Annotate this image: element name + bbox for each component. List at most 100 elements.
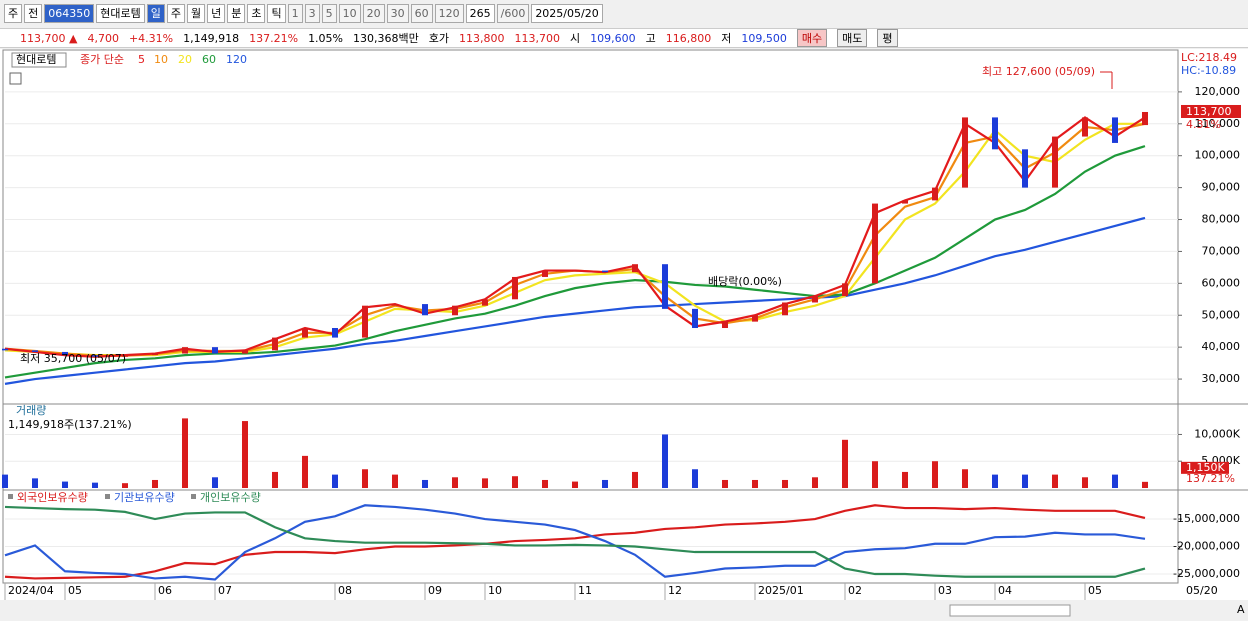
tab[interactable]: 전 [24, 4, 43, 23]
y-tick-label: 30,000 [1202, 372, 1241, 385]
candle [332, 328, 338, 338]
stock-name[interactable]: 현대로템 [96, 4, 145, 23]
volume-bar [632, 471, 638, 488]
candle [542, 270, 548, 277]
font-button[interactable]: A [1237, 603, 1245, 616]
candle [572, 270, 578, 272]
volume-bar [1052, 474, 1058, 488]
candle [212, 347, 218, 354]
line [4, 216, 1146, 385]
x-tick-label: 07 [218, 584, 232, 597]
volume-bar [512, 476, 518, 488]
interval-button[interactable]: 3 [304, 4, 320, 23]
candle [692, 308, 698, 329]
candle [962, 117, 968, 188]
legend-entry: 5 [138, 53, 145, 66]
line [4, 116, 1146, 358]
volume-bar [1112, 474, 1118, 488]
quote-field: 저 [721, 32, 732, 45]
code-input[interactable]: 064350 [44, 4, 95, 23]
period-button[interactable]: 틱 [267, 4, 286, 23]
volume-bar [92, 482, 98, 488]
volume-bar [932, 461, 938, 488]
x-tick-label: 04 [998, 584, 1012, 597]
quote-field: 호가 [428, 32, 449, 45]
volume-bar [272, 471, 278, 488]
y-tick-label: 100,000 [1195, 149, 1241, 162]
volume-bar [722, 479, 728, 488]
period-button[interactable]: 초 [247, 4, 266, 23]
interval-button[interactable]: 1 [287, 4, 303, 23]
y-tick-label: -15,000,000 [1173, 512, 1240, 525]
legend-entry: 기관보유수량 [114, 491, 175, 504]
legend-entry: 개인보유수량 [200, 491, 261, 504]
x-tick-label: 06 [158, 584, 172, 597]
candle [992, 117, 998, 150]
interval-button[interactable]: 5 [321, 4, 337, 23]
x-tick-label: 08 [338, 584, 352, 597]
candle [392, 304, 398, 306]
volume-bar [872, 461, 878, 488]
period-button[interactable]: 분 [227, 4, 246, 23]
x-tick-label: 05 [1088, 584, 1102, 597]
interval-button[interactable]: 30 [386, 4, 409, 23]
count-total: /600 [496, 4, 530, 23]
chart-bg [0, 49, 1248, 621]
count-input[interactable]: 265 [465, 4, 495, 23]
period-button[interactable]: 주 [166, 4, 185, 23]
annotation: 최저 35,700 (05/07) [20, 352, 126, 365]
interval-button[interactable]: 10 [338, 4, 361, 23]
candle [602, 270, 608, 273]
order-button[interactable]: 매도 [837, 29, 868, 47]
x-tick-label: 12 [668, 584, 682, 597]
interval-button[interactable]: 60 [410, 4, 433, 23]
candle [1112, 117, 1118, 143]
quote-field: 고 [645, 32, 656, 45]
volume-bar [242, 421, 248, 488]
icon[interactable] [9, 72, 22, 85]
y-tick-label: 60,000 [1202, 276, 1241, 289]
quote-field: 137.21% [249, 31, 299, 45]
scroll-track[interactable] [949, 604, 1071, 617]
volume-bar [812, 477, 818, 488]
line [4, 505, 1146, 578]
legend-swatch [105, 494, 110, 499]
x-tick-label: 2025/01 [758, 584, 804, 597]
x-tick-label: 02 [848, 584, 862, 597]
candle [842, 283, 848, 297]
volume-bar [782, 479, 788, 488]
candle [662, 264, 668, 309]
volume-bar [542, 479, 548, 488]
period-button[interactable]: 일 [146, 4, 165, 23]
candle [2, 348, 8, 351]
candle [122, 355, 128, 357]
volume-bar [302, 455, 308, 488]
candle [62, 351, 68, 356]
quote-field: 130,368백만 [353, 32, 419, 45]
interval-button[interactable]: 20 [362, 4, 385, 23]
volume-bar [662, 434, 668, 488]
volume-bar [482, 478, 488, 488]
order-button[interactable]: 평 [877, 29, 898, 47]
volume-bar [182, 418, 188, 488]
candle [902, 200, 908, 204]
period-button[interactable]: 년 [207, 4, 226, 23]
tab[interactable]: 주 [4, 4, 23, 23]
quote-field: 1,149,918 [183, 31, 240, 45]
lc-label: LC:218.49 [1181, 51, 1237, 64]
legend-entry: 10 [154, 53, 168, 66]
date-input[interactable]: 2025/05/20 [531, 4, 603, 23]
chart: A 30,000 40,000 50,000 60,000 70,000 80,000 90… [0, 49, 1248, 621]
interval-button[interactable]: 120 [434, 4, 464, 23]
legend-label: 종가 단순 [80, 53, 124, 66]
order-button[interactable]: 매수 [796, 29, 828, 47]
candle [422, 304, 428, 316]
quote-field: 시 [570, 32, 581, 45]
scrollbar[interactable] [0, 600, 1248, 621]
period-button[interactable]: 월 [186, 4, 206, 23]
volume-bar [122, 483, 128, 488]
line [4, 122, 1145, 357]
y-tick-label: 110,000 [1195, 117, 1241, 130]
candle [632, 264, 638, 273]
